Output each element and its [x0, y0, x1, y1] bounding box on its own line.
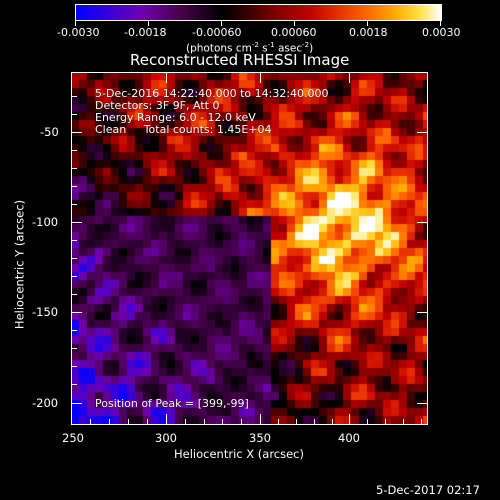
y-tick-minus150: -150 — [32, 305, 59, 319]
colorbar-tick-3: -0.00060 — [192, 26, 242, 39]
annotation-clean: Clean Total counts: 1.45E+04 — [95, 123, 272, 136]
y-tick-minus50: -50 — [40, 125, 59, 139]
annotation-energy: Energy Range: 6.0 - 12.0 keV — [95, 111, 256, 124]
colorbar-tick-2: -0.0018 — [124, 26, 167, 39]
y-tick-minus100: -100 — [32, 215, 59, 229]
colorbar-ticks — [75, 20, 441, 26]
colorbar — [75, 4, 442, 21]
x-tick-400: 400 — [338, 431, 360, 445]
x-tick-350: 350 — [249, 431, 271, 445]
colorbar-tick-5: 0.0018 — [349, 26, 388, 39]
colorbar-units: (photons cm-2 s-1 asec-2) — [186, 41, 314, 55]
plot-title: Reconstructed RHESSI Image — [130, 51, 350, 69]
colorbar-tick-6: 0.0030 — [422, 26, 461, 39]
y-tick-minus200: -200 — [32, 396, 59, 410]
annotation-time-range: 5-Dec-2016 14:22:40.000 to 14:32:40.000 — [95, 87, 329, 100]
footer-timestamp: 5-Dec-2017 02:17 — [376, 483, 480, 497]
y-axis-label: Heliocentric Y (arcsec) — [12, 199, 27, 330]
annotation-peak-position: Position of Peak = [399,-99] — [95, 397, 249, 410]
annotation-detectors: Detectors: 3F 9F, Att 0 — [95, 99, 220, 112]
x-axis-label: Heliocentric X (arcsec) — [174, 447, 304, 461]
rhessi-image — [71, 72, 427, 424]
x-tick-250: 250 — [62, 431, 84, 445]
x-tick-300: 300 — [155, 431, 177, 445]
colorbar-tick-1: -0.0030 — [57, 26, 100, 39]
colorbar-tick-4: 0.00060 — [271, 26, 317, 39]
